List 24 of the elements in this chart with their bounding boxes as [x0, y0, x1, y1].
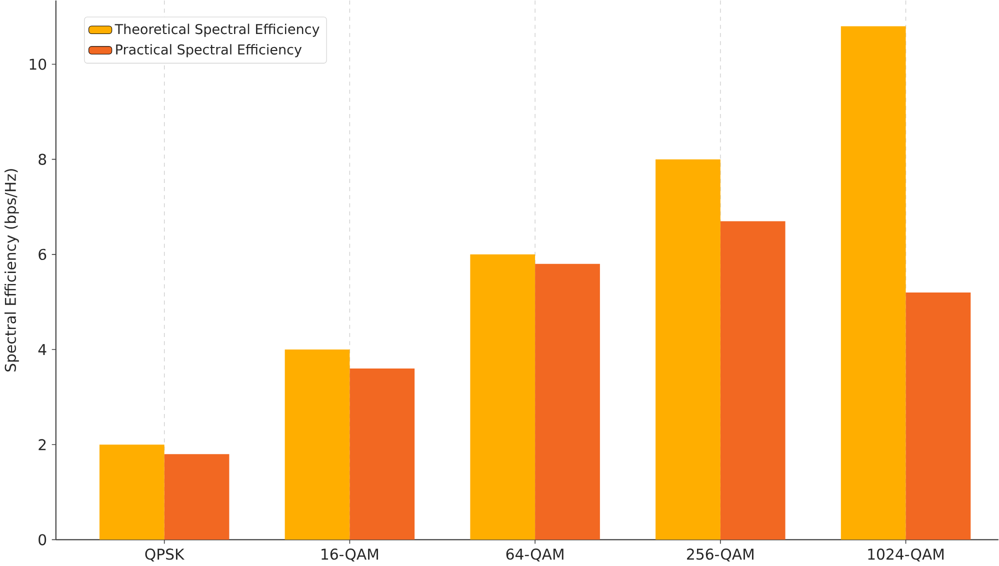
y-tick-label: 2	[38, 439, 46, 450]
bar	[164, 454, 230, 540]
y-axis-title: Spectral Efficiency (bps/Hz)	[4, 169, 19, 372]
x-tick-label: 16-QAM	[322, 548, 378, 562]
bar	[906, 292, 971, 540]
x-tick-label: 256-QAM	[687, 548, 754, 562]
y-tick-label: 10	[30, 58, 46, 70]
y-tick-label: 4	[38, 344, 46, 355]
bar	[535, 264, 600, 540]
bar	[350, 368, 415, 540]
x-tick-label: QPSK	[145, 548, 185, 562]
x-tick-label: 64-QAM	[506, 548, 564, 562]
y-tick-label: 6	[38, 248, 46, 260]
legend-label: Practical Spectral Efficiency	[116, 44, 302, 58]
bar	[284, 350, 350, 540]
x-tick-label: 1024-QAM	[868, 548, 944, 562]
y-tick-label: 0	[38, 534, 46, 546]
bar	[720, 221, 786, 540]
bar	[840, 26, 906, 540]
bar	[656, 159, 720, 540]
y-tick-label: 8	[38, 154, 46, 165]
bar	[99, 444, 164, 540]
legend-label: Theoretical Spectral Efficiency	[114, 24, 320, 37]
bar	[470, 254, 536, 540]
